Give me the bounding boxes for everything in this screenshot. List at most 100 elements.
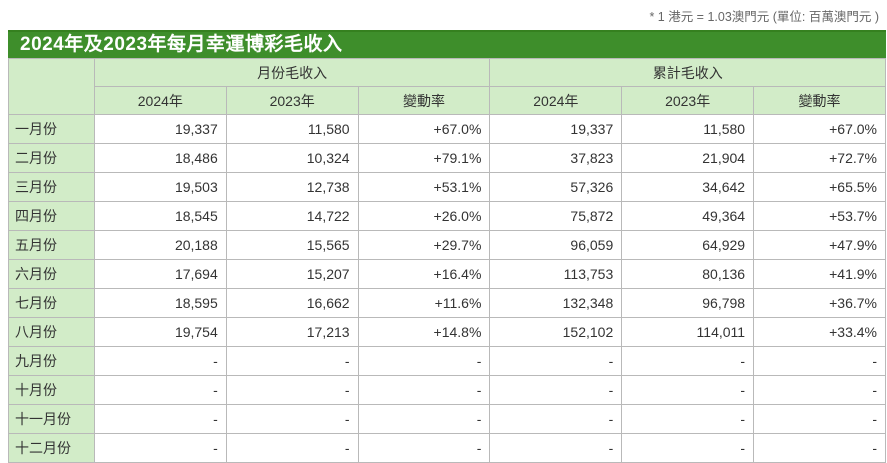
month-cell: 三月份 [8, 172, 95, 202]
data-cell: - [93, 346, 227, 376]
data-cell: 57,326 [489, 172, 623, 202]
data-cell: +36.7% [753, 288, 886, 318]
data-cell: 37,823 [489, 143, 623, 173]
data-cell: +65.5% [753, 172, 886, 202]
sub-header-row: 2024年 2023年 變動率 2024年 2023年 變動率 [9, 86, 886, 115]
data-cell: - [621, 346, 755, 376]
data-cell: 14,722 [225, 201, 359, 231]
data-cell: - [621, 433, 755, 463]
month-cell: 九月份 [8, 346, 95, 376]
table-row: 九月份 - - - - - - [8, 346, 886, 376]
data-cell: - [225, 404, 359, 434]
data-cell: 113,753 [489, 259, 623, 289]
data-cell: 152,102 [489, 317, 623, 347]
month-cell: 一月份 [8, 114, 95, 144]
data-cell: 17,213 [225, 317, 359, 347]
data-cell: - [753, 404, 886, 434]
data-cell: 11,580 [225, 114, 359, 144]
data-cell: 10,324 [225, 143, 359, 173]
data-cell: 11,580 [621, 114, 755, 144]
month-cell: 二月份 [8, 143, 95, 173]
data-cell: +53.7% [753, 201, 886, 231]
data-cell: 18,545 [93, 201, 227, 231]
table-row: 六月份 17,694 15,207 +16.4% 113,753 80,136 +41.9% [8, 259, 886, 289]
data-cell: - [357, 433, 491, 463]
data-cell: 75,872 [489, 201, 623, 231]
data-cell: - [753, 433, 886, 463]
data-cell: - [225, 433, 359, 463]
data-cell: +33.4% [753, 317, 886, 347]
subheader-monthly-2023: 2023年 [225, 86, 359, 115]
data-cell: - [489, 433, 623, 463]
data-cell: +67.0% [753, 114, 886, 144]
table-title: 2024年及2023年每月幸運博彩毛收入 [8, 30, 886, 58]
month-cell: 七月份 [8, 288, 95, 318]
data-cell: 18,595 [93, 288, 227, 318]
exchange-rate-note: * 1 港元 = 1.03澳門元 (單位: 百萬澳門元 ) [649, 10, 879, 24]
data-cell: - [753, 346, 886, 376]
data-cell: - [225, 346, 359, 376]
data-cell: - [225, 375, 359, 405]
subheader-monthly-change-rate: 變動率 [357, 86, 491, 115]
data-cell: +11.6% [357, 288, 491, 318]
group-header-cumulative: 累計毛收入 [489, 58, 886, 87]
table-body: 一月份 19,337 11,580 +67.0% 19,337 11,580 +67.0% 二… [8, 114, 886, 463]
data-cell: - [93, 375, 227, 405]
data-cell: 64,929 [621, 230, 755, 260]
revenue-table-container: 2024年及2023年每月幸運博彩毛收入 月份毛收入 累計毛收入 2024年 2… [8, 30, 886, 463]
data-cell: - [357, 404, 491, 434]
data-cell: 96,798 [621, 288, 755, 318]
table-row: 十月份 - - - - - - [8, 375, 886, 405]
data-cell: - [489, 375, 623, 405]
subheader-cumulative-2024: 2024年 [489, 86, 623, 115]
data-cell: - [357, 375, 491, 405]
data-cell: 49,364 [621, 201, 755, 231]
data-cell: 80,136 [621, 259, 755, 289]
revenue-table: 月份毛收入 累計毛收入 2024年 2023年 變動率 2024年 2023年 … [8, 58, 886, 463]
data-cell: 19,503 [93, 172, 227, 202]
table-row: 十二月份 - - - - - - [8, 433, 886, 463]
data-cell: 19,337 [93, 114, 227, 144]
data-cell: +29.7% [357, 230, 491, 260]
data-cell: +53.1% [357, 172, 491, 202]
table-row: 二月份 18,486 10,324 +79.1% 37,823 21,904 +72.7% [8, 143, 886, 173]
data-cell: - [93, 433, 227, 463]
data-cell: +16.4% [357, 259, 491, 289]
data-cell: - [357, 346, 491, 376]
table-row: 一月份 19,337 11,580 +67.0% 19,337 11,580 +67.0% [8, 114, 886, 144]
table-row: 八月份 19,754 17,213 +14.8% 152,102 114,011 +33.4… [8, 317, 886, 347]
subheader-cumulative-2023: 2023年 [621, 86, 755, 115]
subheader-monthly-2024: 2024年 [93, 86, 227, 115]
table-row: 三月份 19,503 12,738 +53.1% 57,326 34,642 +65.5% [8, 172, 886, 202]
data-cell: +72.7% [753, 143, 886, 173]
data-cell: 15,207 [225, 259, 359, 289]
month-cell: 十二月份 [8, 433, 95, 463]
data-cell: 132,348 [489, 288, 623, 318]
month-cell: 五月份 [8, 230, 95, 260]
data-cell: 16,662 [225, 288, 359, 318]
data-cell: +79.1% [357, 143, 491, 173]
month-cell: 六月份 [8, 259, 95, 289]
data-cell: +14.8% [357, 317, 491, 347]
data-cell: - [93, 404, 227, 434]
data-cell: 15,565 [225, 230, 359, 260]
table-row: 十一月份 - - - - - - [8, 404, 886, 434]
data-cell: - [621, 375, 755, 405]
table-row: 四月份 18,545 14,722 +26.0% 75,872 49,364 +53.7% [8, 201, 886, 231]
data-cell: 21,904 [621, 143, 755, 173]
data-cell: 19,337 [489, 114, 623, 144]
table-row: 五月份 20,188 15,565 +29.7% 96,059 64,929 +47.9% [8, 230, 886, 260]
month-cell: 四月份 [8, 201, 95, 231]
subheader-cumulative-change-rate: 變動率 [753, 86, 886, 115]
data-cell: - [489, 404, 623, 434]
table-header: 月份毛收入 累計毛收入 2024年 2023年 變動率 2024年 2023年 … [8, 58, 886, 115]
month-cell: 八月份 [8, 317, 95, 347]
data-cell: - [489, 346, 623, 376]
data-cell: +67.0% [357, 114, 491, 144]
data-cell: 19,754 [93, 317, 227, 347]
group-header-monthly: 月份毛收入 [93, 58, 491, 87]
data-cell: 18,486 [93, 143, 227, 173]
data-cell: - [621, 404, 755, 434]
data-cell: 96,059 [489, 230, 623, 260]
data-cell: 20,188 [93, 230, 227, 260]
